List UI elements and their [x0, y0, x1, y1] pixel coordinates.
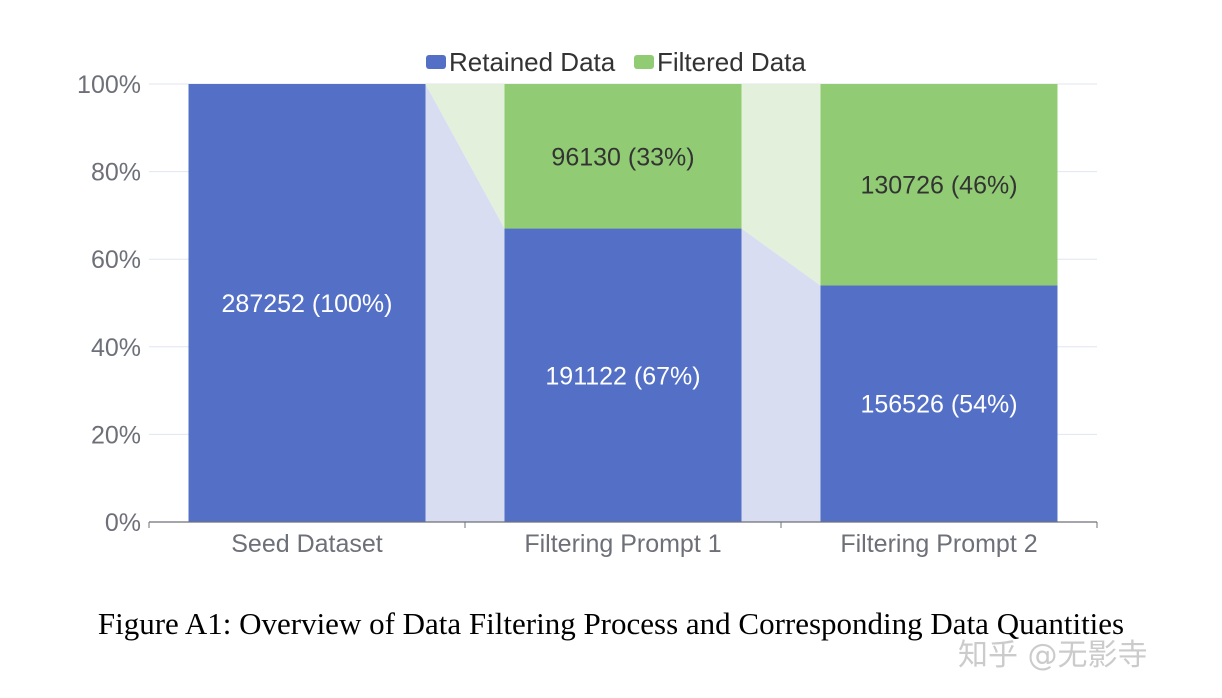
data-label: 191122 (67%)	[545, 362, 700, 390]
flow-bands	[425, 84, 821, 523]
retained-flow-band	[425, 84, 505, 522]
bars: 287252 (100%) 191122 (67%) 96130 (33%) 1565…	[188, 84, 1058, 523]
data-label: 96130 (33%)	[551, 143, 694, 171]
x-tick-label: Filtering Prompt 2	[840, 530, 1037, 558]
legend: Retained Data Filtered Data	[426, 47, 806, 77]
legend-label: Retained Data	[449, 47, 616, 77]
data-label: 156526 (54%)	[860, 391, 1017, 419]
y-tick-label: 40%	[91, 334, 141, 362]
stacked-bar-chart: 287252 (100%) 191122 (67%) 96130 (33%) 1565…	[77, 47, 1098, 558]
filtered-flow-band	[425, 84, 505, 229]
filtered-bar	[820, 84, 1058, 286]
data-label: 287252 (100%)	[222, 290, 393, 318]
retained-bar	[820, 285, 1058, 522]
y-tick-label: 20%	[91, 421, 141, 449]
y-tick-label: 0%	[105, 509, 141, 537]
data-label: 130726 (46%)	[860, 172, 1017, 200]
y-tick-label: 60%	[91, 246, 141, 274]
y-tick-label: 100%	[77, 71, 141, 99]
filtered-flow-band	[741, 84, 821, 286]
retained-flow-band	[741, 228, 821, 523]
filtered-bar	[504, 84, 742, 229]
retained-bar	[188, 84, 426, 522]
figure-caption: Figure A1: Overview of Data Filtering Pr…	[97, 606, 1125, 641]
y-tick-label: 80%	[91, 159, 141, 187]
watermark: 知乎 @无影寺	[958, 638, 1148, 673]
retained-bar	[504, 228, 742, 523]
y-axis: 0% 20% 40% 60% 80% 100%	[77, 71, 141, 537]
x-tick-label: Seed Dataset	[231, 530, 383, 558]
legend-swatch	[634, 55, 654, 69]
x-tick-label: Filtering Prompt 1	[524, 530, 721, 558]
legend-label: Filtered Data	[657, 47, 806, 77]
legend-swatch	[426, 55, 446, 69]
x-axis: Seed Dataset Filtering Prompt 1 Filtering …	[148, 521, 1098, 558]
